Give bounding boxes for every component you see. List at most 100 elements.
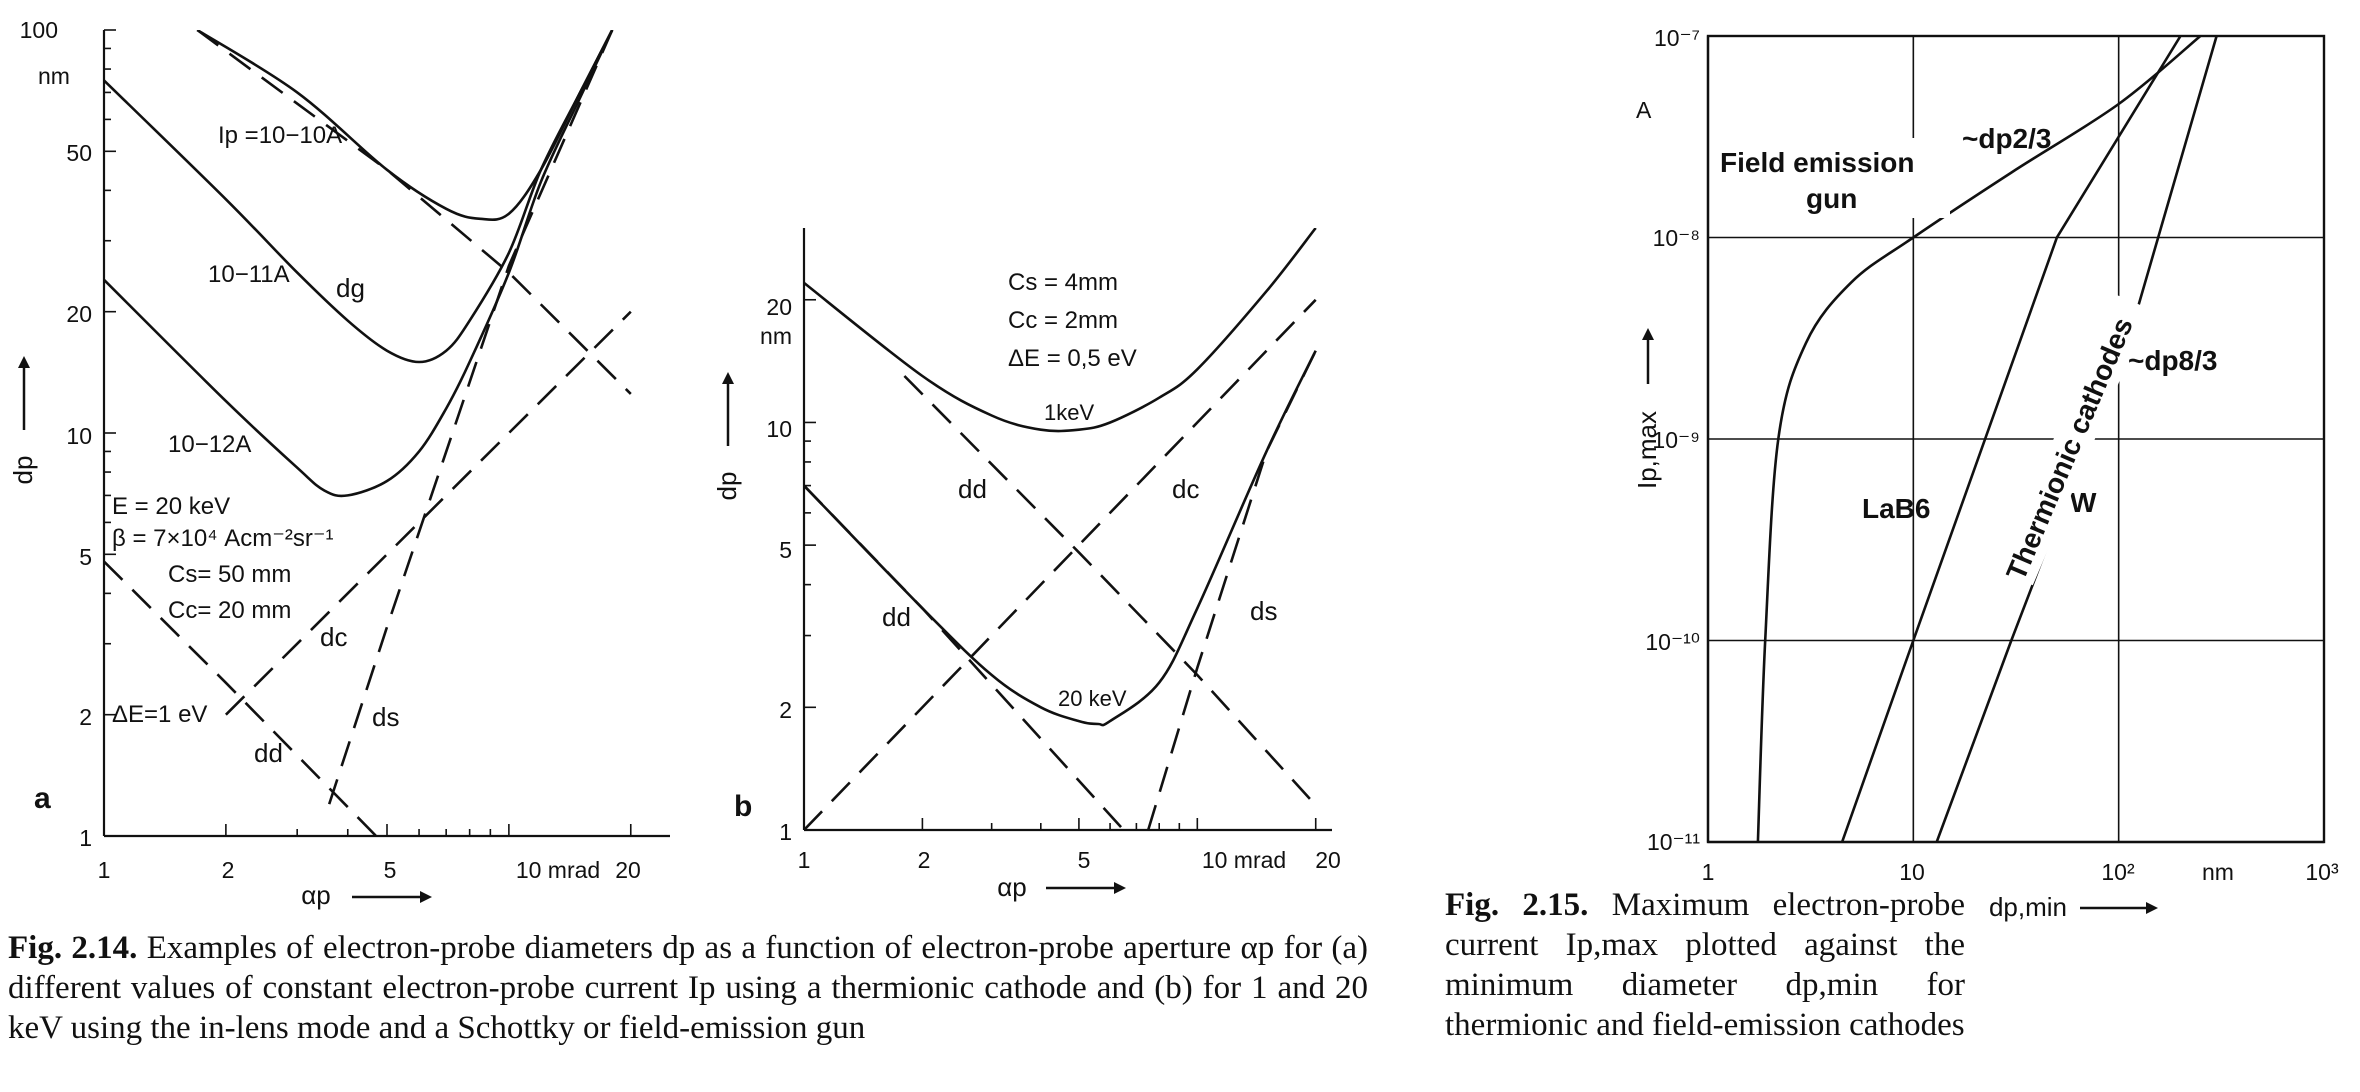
a-label-ip3: 10−12A	[168, 431, 251, 458]
series-line-dd	[903, 375, 1317, 807]
caption-fig-2-14-text: Examples of electron-probe diameters dp …	[8, 930, 1369, 1046]
series-line-ds	[1146, 350, 1317, 831]
a-xtick-5: 5	[384, 857, 397, 883]
b-y-unit: nm	[760, 323, 792, 349]
a-ytick-10: 10	[66, 423, 92, 449]
b-ytick-20: 20	[766, 294, 792, 320]
a-y-unit: nm	[38, 63, 70, 89]
a-xtick-1: 1	[98, 857, 111, 883]
c-ytick-1e-9: 10⁻⁹	[1652, 427, 1700, 453]
a-label-ip1: Ip =10−10A	[218, 122, 342, 149]
a-ytick-5: 5	[79, 544, 92, 570]
c-xtick-10: 10	[1899, 859, 1925, 885]
a-y-axis-label: dp	[8, 456, 38, 485]
c-y-axis-label: Ip,max	[1632, 411, 1662, 489]
b-y-axis-arrowhead	[722, 372, 734, 384]
panel-b: 20 nm 10 5 2 1 1 2 5 10 mrad 20 αp dp b …	[712, 228, 1341, 902]
b-xtick-2: 2	[918, 847, 931, 873]
b-x-axis-arrowhead	[1114, 882, 1126, 894]
b-param-cs: Cs = 4mm	[1008, 269, 1118, 296]
c-y-unit: A	[1636, 97, 1652, 123]
c-xtick-100: 10²	[2101, 859, 2135, 885]
a-ytick-50: 50	[66, 140, 92, 166]
c-label-feg-gun: gun	[1806, 183, 1857, 214]
a-param-brightness: β = 7×10⁴ Acm⁻²sr⁻¹	[112, 525, 334, 552]
a-y-axis-arrowhead	[18, 356, 30, 368]
panel-a-text: 100 50 20 10 5 2 1 nm 1 2 5 10 mrad 20 α…	[8, 17, 641, 910]
b-label-dd2: dd	[882, 602, 911, 632]
b-param-de: ΔE = 0,5 eV	[1008, 345, 1137, 372]
b-label-dc: dc	[1172, 474, 1199, 504]
c-xtick-1: 1	[1702, 859, 1715, 885]
series-line-dd	[804, 484, 1125, 831]
c-label-lab6: LaB6	[1862, 493, 1930, 524]
b-ytick-1: 1	[779, 819, 792, 845]
c-xtick-1000: 10³	[2305, 859, 2339, 885]
b-xtick-10: 10 mrad	[1202, 847, 1286, 873]
c-ytick-1e-7: 10⁻⁷	[1654, 25, 1700, 51]
series-line-field-emission-gun	[1756, 36, 2202, 842]
a-param-de: ΔE=1 eV	[112, 701, 207, 728]
a-param-cs: Cs= 50 mm	[168, 561, 291, 588]
c-feg-label-bg	[1716, 138, 1950, 218]
b-x-axis-label: αp	[997, 872, 1027, 902]
c-ytick-1e-10: 10⁻¹⁰	[1645, 629, 1700, 655]
a-label-dd: dd	[254, 738, 283, 768]
a-ytick-1: 1	[79, 825, 92, 851]
c-label-p23: ~dp2/3	[1962, 123, 2051, 154]
series-line-dg	[196, 30, 632, 395]
a-label-dc: dc	[320, 622, 347, 652]
a-ytick-20: 20	[66, 301, 92, 327]
a-xtick-10: 10 mrad	[516, 857, 600, 883]
c-x-axis-label: dp,min	[1989, 892, 2067, 922]
panel-b-curves	[804, 228, 1317, 831]
panel-c: 10⁻⁷ A 10⁻⁸ 10⁻⁹ 10⁻¹⁰ 10⁻¹¹ 1 10 10² nm…	[1632, 25, 2339, 922]
series-line-dc	[224, 310, 632, 716]
b-ytick-2: 2	[779, 697, 792, 723]
a-ytick-100: 100	[20, 17, 58, 43]
series-line-20-kev	[804, 350, 1317, 727]
c-y-axis-arrowhead	[1642, 328, 1654, 340]
a-xtick-2: 2	[222, 857, 235, 883]
panel-b-text: 20 nm 10 5 2 1 1 2 5 10 mrad 20 αp dp b …	[712, 269, 1341, 902]
a-panel-label: a	[34, 782, 51, 815]
b-label-1kev: 1keV	[1044, 400, 1094, 425]
c-x-unit: nm	[2202, 859, 2234, 885]
b-ytick-10: 10	[766, 416, 792, 442]
c-label-p83: ~dp8/3	[2128, 345, 2217, 376]
caption-fig-2-15: Fig. 2.15. Maximum electron-probe curren…	[1445, 885, 1965, 1045]
series-line-lab6	[1840, 36, 2182, 842]
b-label-dd1: dd	[958, 474, 987, 504]
b-xtick-5: 5	[1078, 847, 1091, 873]
series-line-1kev	[804, 228, 1317, 433]
series-line-10-12a	[104, 30, 614, 498]
series-line-10-11a	[104, 30, 614, 364]
a-x-axis-label: αp	[301, 880, 331, 910]
panel-a-axes	[102, 29, 670, 838]
series-line-dc	[804, 298, 1317, 831]
caption-fig-2-14-label: Fig. 2.14.	[8, 930, 138, 966]
a-param-cc: Cc= 20 mm	[168, 597, 291, 624]
caption-fig-2-15-text: Maximum electron-probe current Ip,max pl…	[1445, 887, 1965, 1043]
a-label-ip2: 10−11A	[208, 261, 290, 288]
series-line-ds	[327, 30, 614, 805]
b-ytick-5: 5	[779, 537, 792, 563]
b-y-axis-label: dp	[712, 472, 742, 501]
c-x-axis-arrowhead	[2146, 902, 2158, 914]
caption-fig-2-15-label: Fig. 2.15.	[1445, 887, 1589, 923]
a-param-energy: E = 20 keV	[112, 493, 230, 520]
b-label-ds: ds	[1250, 596, 1277, 626]
c-ytick-1e-8: 10⁻⁸	[1653, 225, 1700, 251]
c-thermionic-label-bg	[1997, 294, 2151, 586]
c-ytick-1e-11: 10⁻¹¹	[1647, 829, 1700, 855]
panel-a-curves	[104, 30, 632, 836]
a-x-axis-arrowhead	[420, 891, 432, 903]
c-label-w: W	[2070, 487, 2097, 518]
a-label-ds: ds	[372, 702, 399, 732]
b-param-cc: Cc = 2mm	[1008, 307, 1118, 334]
b-panel-label: b	[734, 790, 752, 823]
panel-c-text: 10⁻⁷ A 10⁻⁸ 10⁻⁹ 10⁻¹⁰ 10⁻¹¹ 1 10 10² nm…	[1632, 25, 2339, 922]
c-label-feg: Field emission	[1720, 147, 1915, 178]
caption-fig-2-14: Fig. 2.14. Examples of electron-probe di…	[8, 928, 1368, 1048]
